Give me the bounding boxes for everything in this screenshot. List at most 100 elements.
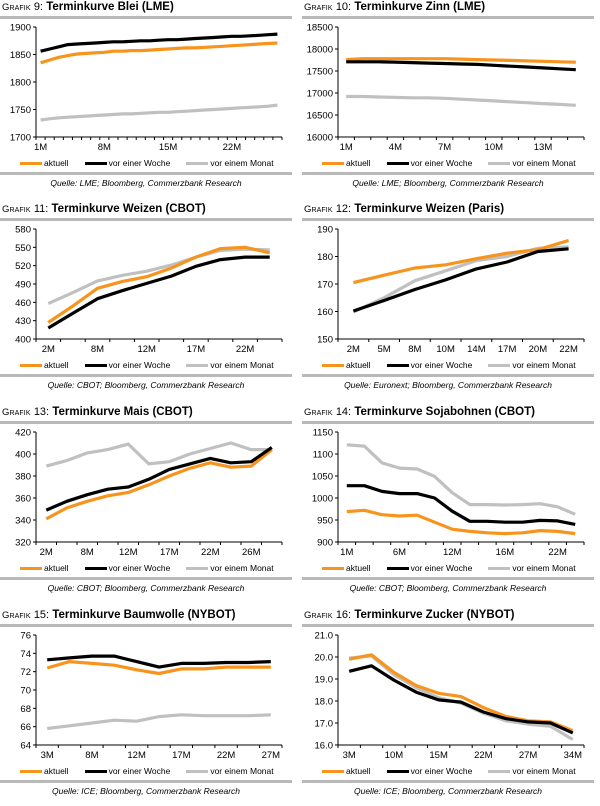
x-tick-label: 1M (340, 142, 353, 153)
legend-swatch (386, 566, 409, 570)
legend-label: aktuell (346, 766, 371, 776)
y-tick-label: 190 (317, 225, 333, 236)
source-divider (302, 780, 594, 783)
legend-label: aktuell (44, 158, 69, 168)
y-tick-label: 66 (20, 722, 31, 733)
y-tick-label: 1100 (313, 450, 333, 461)
x-tick-label: 4M (389, 142, 402, 153)
title-divider (302, 421, 594, 424)
legend-swatch (322, 161, 344, 165)
title-divider (0, 624, 292, 627)
y-tick-label: 17500 (307, 67, 333, 78)
series-line-vor-einem-monat (47, 247, 270, 306)
chart-legend: aktuell vor einer Woche vor einem Monat (302, 562, 594, 574)
series-line-aktuell (346, 57, 576, 64)
series-line-aktuell (47, 245, 271, 324)
y-tick-label: 1800 (10, 78, 31, 89)
legend-swatch (322, 769, 344, 773)
source-divider (0, 577, 292, 580)
y-tick-label: 520 (15, 261, 31, 272)
x-tick-label: 16M (496, 547, 515, 558)
legend-item: vor einem Monat (186, 766, 274, 776)
series-line-aktuell (46, 659, 271, 676)
chart-title-text: Terminkurve Zucker (NYBOT) (354, 609, 515, 621)
plot-area: 64 66 68 70 72 74 76 3M 8M 12M 17M 22M 27M (0, 627, 292, 765)
x-tick-label: 3M (41, 750, 54, 761)
legend-item: vor einer Woche (386, 360, 473, 370)
chart-title: Grafik 12: Terminkurve Weizen (Paris) (302, 202, 594, 216)
legend-swatch (488, 566, 511, 570)
series-line-aktuell (353, 238, 570, 285)
line-chart: 320 340 360 380 400 420 2M 8M 12M 17M 22M 26M (15, 428, 283, 558)
x-tick-label: 22M (474, 750, 493, 761)
chart-number: 9: (33, 1, 43, 13)
line-chart: 400 430 460 490 520 550 580 2M 8M 12M 17M 22M (15, 225, 283, 355)
chart-number: 10: (335, 1, 352, 13)
x-tick-label: 26M (242, 547, 261, 558)
series-line-vor-einer-woche (352, 247, 569, 313)
chart-title: Grafik 10: Terminkurve Zinn (LME) (302, 0, 594, 14)
legend-label: vor einer Woche (410, 563, 473, 573)
legend-label: vor einer Woche (108, 766, 171, 776)
series-line-vor-einer-woche (40, 32, 278, 53)
line-chart: 16.0 17.0 18.0 19.0 20.0 21.0 3M 10M 15M 22M 27M 34… (315, 631, 585, 761)
legend-label: vor einem Monat (512, 360, 576, 370)
legend-item: aktuell (20, 158, 69, 168)
legend-swatch (20, 161, 42, 165)
x-tick-label: 34M (564, 750, 583, 761)
legend-swatch (386, 769, 409, 773)
chart-panel: Grafik 12: Terminkurve Weizen (Paris) 150… (302, 202, 594, 391)
chart-panel: Grafik 9: Terminkurve Blei (LME) 1700 1750… (0, 0, 292, 189)
source-divider (302, 374, 594, 377)
x-tick-label: 27M (519, 750, 538, 761)
y-tick-label: 16000 (307, 133, 333, 144)
legend-swatch (386, 363, 409, 367)
plot-area: 400 430 460 490 520 550 580 2M 8M 12M 17M 22M (0, 221, 292, 359)
legend-label: vor einer Woche (410, 360, 473, 370)
y-tick-label: 18500 (307, 23, 333, 34)
y-tick-label: 74 (20, 649, 31, 660)
plot-area: 150 160 170 180 190 2M 5M 8M 10M 14M 17M 20M 22M (302, 221, 594, 359)
title-divider (0, 421, 292, 424)
y-tick-label: 900 (317, 538, 333, 549)
source-divider (0, 780, 292, 783)
y-tick-label: 340 (15, 516, 31, 527)
legend-item: aktuell (322, 360, 371, 370)
legend-item: aktuell (322, 766, 371, 776)
chart-source: Quelle: Euronext; Bloomberg, Commerzbank… (344, 380, 552, 390)
legend-swatch (488, 769, 511, 773)
y-tick-label: 170 (317, 280, 333, 291)
chart-title: Grafik 9: Terminkurve Blei (LME) (0, 0, 292, 14)
chart-legend: aktuell vor einer Woche vor einem Monat (0, 359, 292, 371)
title-divider (302, 218, 594, 221)
x-tick-label: 12M (137, 344, 156, 355)
legend-swatch (84, 769, 107, 773)
line-chart: 1700 1750 1800 1850 1900 1M 8M 15M 22M (10, 23, 283, 153)
series-line-vor-einem-monat (346, 94, 576, 107)
chart-title-prefix: Grafik (304, 204, 333, 215)
series-line-vor-einem-monat (45, 441, 272, 468)
x-tick-label: 8M (85, 750, 98, 761)
legend-swatch (186, 769, 209, 773)
plot-area: 320 340 360 380 400 420 2M 8M 12M 17M 22M 26M (0, 424, 292, 562)
plot-area: 900 950 1000 1050 1100 1150 1M 6M 12M 16M 22M (302, 424, 594, 562)
series-line-vor-einer-woche (348, 664, 574, 735)
legend-label: vor einem Monat (512, 563, 576, 573)
legend-swatch (20, 566, 42, 570)
series-line-aktuell (40, 41, 278, 65)
legend-item: vor einem Monat (186, 360, 274, 370)
x-tick-label: 17M (160, 547, 179, 558)
x-tick-label: 1M (340, 547, 353, 558)
legend-label: vor einem Monat (512, 158, 576, 168)
source-divider (0, 172, 292, 175)
chart-title-prefix: Grafik (2, 610, 31, 621)
chart-panel: Grafik 11: Terminkurve Weizen (CBOT) 400 4… (0, 202, 292, 391)
chart-number: 15: (33, 609, 50, 621)
chart-number: 16: (335, 609, 352, 621)
x-tick-label: 14M (467, 344, 486, 355)
x-tick-label: 22M (201, 547, 220, 558)
y-tick-label: 1000 (312, 494, 333, 505)
line-chart: 64 66 68 70 72 74 76 3M 8M 12M 17M 22M 27M (20, 631, 283, 761)
chart-title-prefix: Grafik (304, 2, 333, 13)
